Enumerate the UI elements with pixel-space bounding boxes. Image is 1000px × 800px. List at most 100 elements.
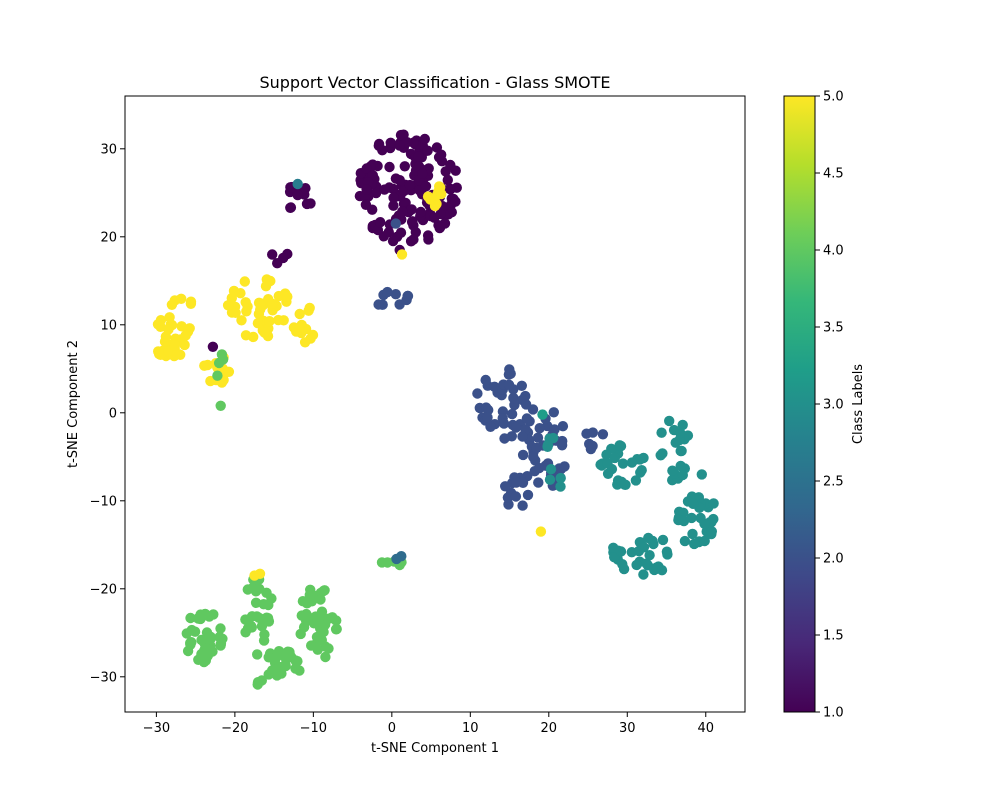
- scatter-point: [394, 140, 405, 151]
- scatter-point: [264, 316, 275, 327]
- scatter-point: [331, 623, 342, 635]
- scatter-point: [239, 276, 250, 287]
- scatter-point: [228, 285, 240, 297]
- scatter-point: [203, 645, 214, 656]
- scatter-point: [193, 612, 205, 623]
- scatter-point: [254, 568, 266, 579]
- scatter-point: [213, 357, 225, 369]
- scatter-point: [180, 330, 191, 341]
- scatter-point: [450, 196, 461, 207]
- scatter-point: [423, 234, 434, 245]
- x-tick-label: 0: [388, 721, 396, 736]
- scatter-point: [266, 298, 278, 309]
- scatter-point: [265, 275, 276, 287]
- scatter-point: [382, 286, 393, 298]
- scatter-point: [675, 460, 686, 472]
- scatter-point: [169, 340, 180, 351]
- scatter-point: [706, 526, 717, 537]
- scatter-point: [661, 546, 673, 557]
- scatter-point: [285, 202, 296, 213]
- scatter-point: [641, 558, 652, 569]
- scatter-point: [420, 181, 432, 192]
- y-tick-label: −30: [90, 670, 117, 685]
- scatter-point: [255, 299, 266, 311]
- scatter-point: [201, 627, 213, 638]
- x-axis-label: t-SNE Component 1: [371, 741, 499, 756]
- scatter-point: [429, 200, 441, 212]
- scatter-point: [252, 318, 264, 329]
- scatter-point: [267, 249, 278, 260]
- scatter-point: [163, 324, 174, 335]
- scatter-point: [402, 290, 413, 302]
- colorbar: [783, 95, 816, 713]
- scatter-point: [638, 542, 650, 553]
- scatter-point: [399, 161, 410, 172]
- scatter-point: [241, 306, 252, 317]
- scatter-point: [535, 526, 547, 537]
- scatter-point: [407, 216, 418, 227]
- scatter-point: [185, 612, 196, 624]
- scatter-point: [631, 559, 642, 571]
- scatter-point: [502, 492, 514, 503]
- scatter-point: [212, 370, 223, 381]
- scatter-point: [521, 413, 533, 424]
- scatter-point: [388, 192, 399, 203]
- scatter-point: [532, 432, 544, 443]
- colorbar-tick-label: 2.5: [823, 475, 844, 490]
- scatter-point: [636, 465, 647, 476]
- scatter-point: [223, 366, 235, 377]
- scatter-point: [602, 468, 614, 479]
- scatter-point: [301, 598, 313, 609]
- scatter-point: [500, 481, 511, 492]
- scatter-point: [373, 299, 384, 310]
- scatter-point: [396, 249, 408, 260]
- scatter-point: [630, 475, 642, 486]
- scatter-point: [179, 339, 190, 351]
- scatter-point: [489, 381, 500, 392]
- scatter-point: [557, 435, 568, 447]
- scatter-point: [670, 437, 681, 448]
- scatter-point: [667, 465, 678, 476]
- scatter-point: [679, 535, 691, 547]
- scatter-point: [292, 178, 303, 190]
- scatter-point: [394, 175, 405, 186]
- scatter-point: [436, 149, 447, 160]
- scatter-point: [387, 235, 399, 247]
- scatter-point: [555, 481, 566, 492]
- scatter-point: [618, 563, 630, 575]
- scatter-point: [699, 535, 710, 547]
- scatter-point: [555, 472, 566, 484]
- scatter-point: [295, 628, 306, 640]
- scatter-point: [559, 461, 570, 472]
- scatter-point: [510, 422, 522, 433]
- scatter-point: [638, 569, 649, 580]
- scatter-point: [215, 623, 226, 634]
- scatter-point: [442, 174, 453, 186]
- scatter-point: [531, 442, 542, 454]
- scatter-point: [675, 445, 686, 457]
- scatter-point: [499, 433, 510, 444]
- colorbar-tick-label: 1.5: [823, 629, 844, 644]
- x-tick-label: −10: [300, 721, 327, 736]
- scatter-point: [597, 429, 609, 440]
- scatter-point: [503, 379, 515, 390]
- scatter-point: [413, 151, 424, 162]
- y-tick-label: 30: [100, 142, 117, 157]
- x-tick-label: −30: [143, 721, 170, 736]
- scatter-point: [511, 477, 522, 488]
- scatter-point: [404, 179, 416, 191]
- scatter-point: [273, 314, 284, 326]
- scatter-point: [292, 656, 303, 667]
- colorbar-tick-label: 5.0: [823, 90, 844, 105]
- scatter-point: [450, 165, 461, 176]
- scatter-point: [405, 236, 417, 247]
- scatter-point: [252, 677, 264, 688]
- scatter-point: [602, 458, 613, 469]
- scatter-point: [510, 491, 522, 502]
- scatter-point: [485, 421, 496, 432]
- scatter-point: [617, 458, 629, 469]
- scatter-point: [522, 489, 534, 501]
- scatter-point: [656, 565, 668, 576]
- y-tick-label: 10: [100, 318, 117, 333]
- scatter-point: [517, 431, 528, 442]
